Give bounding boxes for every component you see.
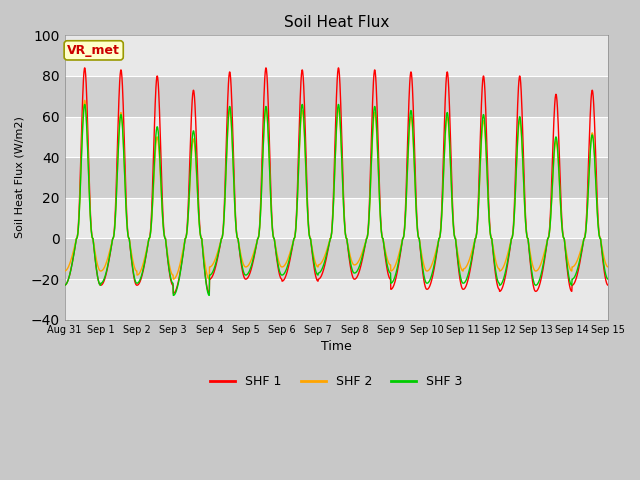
Legend: SHF 1, SHF 2, SHF 3: SHF 1, SHF 2, SHF 3 [205, 370, 467, 393]
X-axis label: Time: Time [321, 340, 351, 353]
Bar [65, 76, 608, 117]
Bar [65, 239, 608, 279]
Text: VR_met: VR_met [67, 44, 120, 57]
Y-axis label: Soil Heat Flux (W/m2): Soil Heat Flux (W/m2) [15, 117, 25, 239]
Bar [65, 117, 608, 157]
Bar [65, 198, 608, 239]
Title: Soil Heat Flux: Soil Heat Flux [284, 15, 389, 30]
Bar [65, 279, 608, 320]
Bar [65, 157, 608, 198]
Bar [65, 36, 608, 76]
